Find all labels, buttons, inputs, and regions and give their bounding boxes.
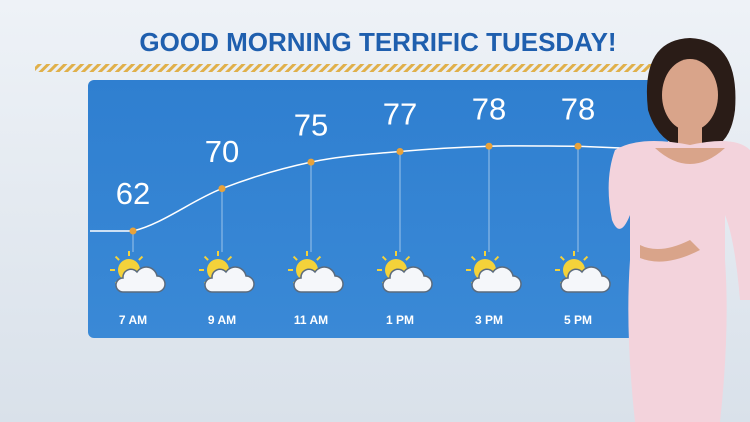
time-label: 5 PM xyxy=(564,313,592,327)
weather-icon xyxy=(110,251,166,293)
sun-ray xyxy=(405,255,411,261)
temperature-line xyxy=(132,145,579,232)
weather-icon xyxy=(288,251,344,293)
sun-ray xyxy=(292,255,298,261)
time-label: 3 PM xyxy=(475,313,503,327)
sun-ray xyxy=(559,255,565,261)
cloud xyxy=(204,266,255,293)
sun-ray xyxy=(381,255,387,261)
value-label: 70 xyxy=(205,134,239,169)
sun-ray xyxy=(316,255,322,261)
sun-ray xyxy=(203,255,209,261)
sun-ray xyxy=(583,255,589,261)
data-point xyxy=(574,142,582,150)
value-label: 77 xyxy=(383,97,417,132)
data-point xyxy=(485,142,493,150)
data-point xyxy=(396,148,404,155)
sun-ray xyxy=(114,255,120,261)
data-point xyxy=(129,227,137,235)
time-label: 9 AM xyxy=(208,313,236,327)
data-point xyxy=(307,158,315,166)
cloud xyxy=(293,266,344,293)
value-label: 62 xyxy=(116,176,150,211)
time-label: 1 PM xyxy=(386,313,414,327)
title-underline xyxy=(35,64,655,72)
value-label: 78 xyxy=(472,91,506,126)
weather-icon xyxy=(377,251,433,293)
data-point xyxy=(218,185,226,193)
weather-icon xyxy=(199,251,255,293)
presenter xyxy=(608,38,750,422)
cloud xyxy=(382,266,433,293)
sun-ray xyxy=(227,255,233,261)
sun-ray xyxy=(138,255,144,261)
value-label: 78 xyxy=(561,91,595,126)
time-label: 11 AM xyxy=(294,313,328,327)
weather-icon xyxy=(555,251,611,293)
sun-ray xyxy=(470,255,476,261)
cloud xyxy=(471,266,522,293)
cloud xyxy=(115,266,166,293)
time-label: 7 AM xyxy=(119,313,147,327)
cloud xyxy=(560,266,611,293)
value-label: 75 xyxy=(294,107,328,142)
title: GOOD MORNING TERRIFIC TUESDAY! xyxy=(139,27,616,57)
weather-icon xyxy=(466,251,522,293)
sun-ray xyxy=(494,255,500,261)
